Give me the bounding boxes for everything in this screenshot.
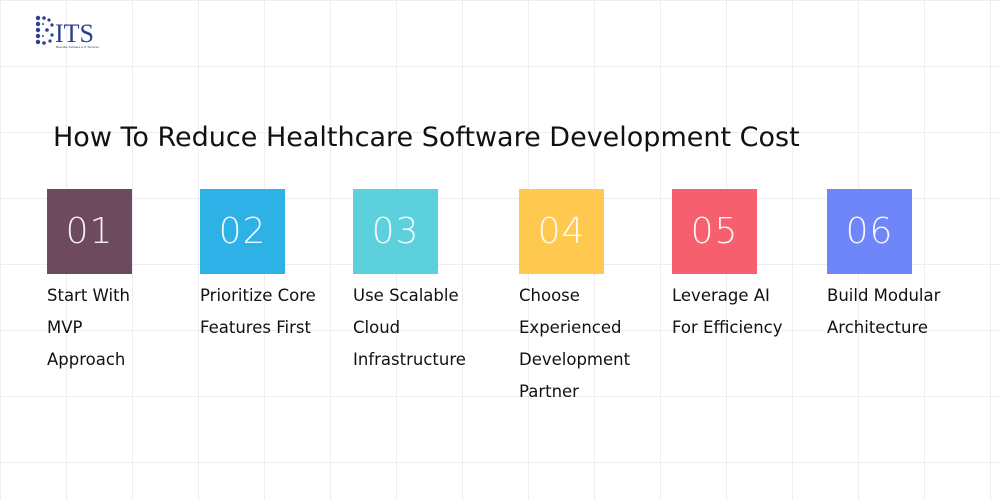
step-number-box: 05 bbox=[672, 189, 757, 274]
step-number: 01 bbox=[65, 211, 114, 252]
step-number: 06 bbox=[845, 211, 894, 252]
step-05: 05 Leverage AI For Efficiency bbox=[672, 189, 832, 344]
step-label: Choose Experienced Development Partner bbox=[519, 280, 679, 408]
step-number: 02 bbox=[218, 211, 267, 252]
step-label: Use Scalable Cloud Infrastructure bbox=[353, 280, 513, 376]
step-label-line: Choose bbox=[519, 286, 580, 305]
step-label: Start With MVP Approach bbox=[47, 280, 207, 376]
step-number-box: 02 bbox=[200, 189, 285, 274]
step-label-line: Development bbox=[519, 350, 631, 369]
logo-text: ITS bbox=[55, 19, 94, 48]
step-label-line: For Efficiency bbox=[672, 318, 783, 337]
step-label: Leverage AI For Efficiency bbox=[672, 280, 832, 344]
step-number: 03 bbox=[371, 211, 420, 252]
page-title: How To Reduce Healthcare Software Develo… bbox=[53, 122, 800, 153]
step-number-box: 06 bbox=[827, 189, 912, 274]
step-label-line: Infrastructure bbox=[353, 350, 466, 369]
step-04: 04 Choose Experienced Development Partner bbox=[519, 189, 679, 408]
step-number: 05 bbox=[690, 211, 739, 252]
logo-tagline: Bespoke Software & IT Services bbox=[56, 45, 99, 49]
step-number-box: 01 bbox=[47, 189, 132, 274]
step-label-line: Leverage AI bbox=[672, 286, 770, 305]
brand-logo: ITS Bespoke Software & IT Services bbox=[35, 15, 99, 49]
step-label-line: Architecture bbox=[827, 318, 929, 337]
step-label-line: Cloud bbox=[353, 318, 401, 337]
step-label-line: Use Scalable bbox=[353, 286, 459, 305]
step-label-line: Start With bbox=[47, 286, 131, 305]
step-number-box: 03 bbox=[353, 189, 438, 274]
step-label-line: Build Modular bbox=[827, 286, 941, 305]
step-number: 04 bbox=[537, 211, 586, 252]
step-label-line: Features First bbox=[200, 318, 311, 337]
step-01: 01 Start With MVP Approach bbox=[47, 189, 207, 376]
step-label-line: Partner bbox=[519, 382, 579, 401]
step-06: 06 Build Modular Architecture bbox=[827, 189, 987, 344]
step-02: 02 Prioritize Core Features First bbox=[200, 189, 360, 344]
step-03: 03 Use Scalable Cloud Infrastructure bbox=[353, 189, 513, 376]
step-label: Build Modular Architecture bbox=[827, 280, 987, 344]
step-number-box: 04 bbox=[519, 189, 604, 274]
step-label-line: Experienced bbox=[519, 318, 622, 337]
step-label: Prioritize Core Features First bbox=[200, 280, 360, 344]
step-label-line: MVP bbox=[47, 318, 83, 337]
step-label-line: Approach bbox=[47, 350, 126, 369]
step-label-line: Prioritize Core bbox=[200, 286, 316, 305]
